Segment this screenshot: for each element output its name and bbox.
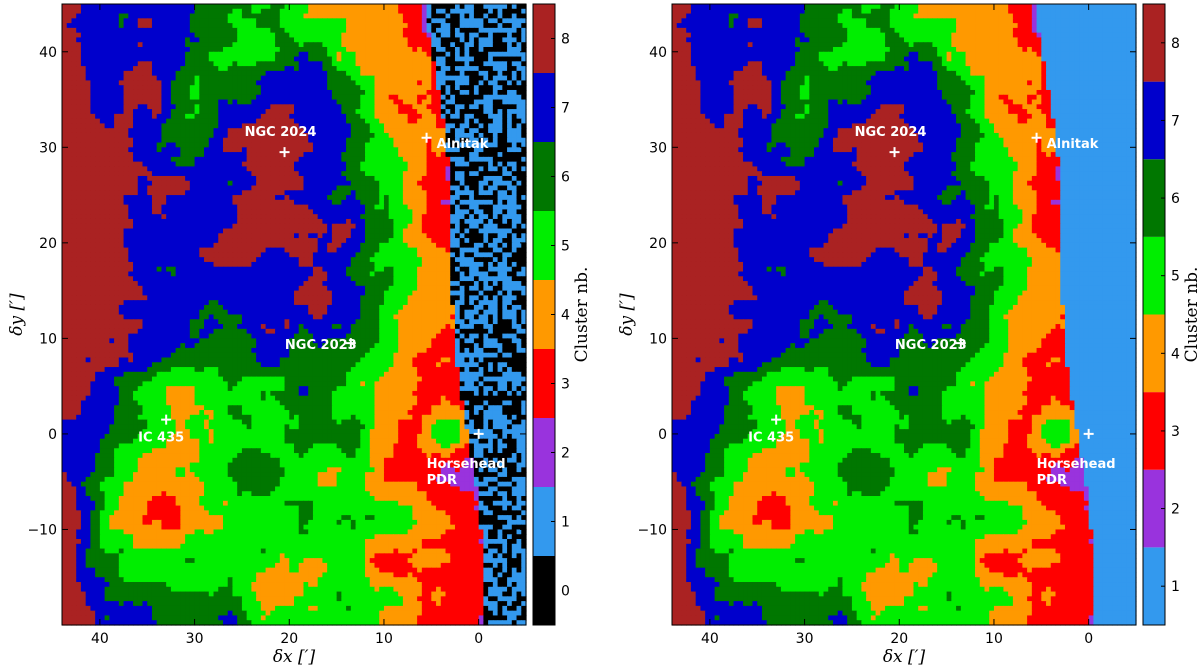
x-tick-label: 30 bbox=[186, 631, 204, 647]
colorbar-tick-label: 3 bbox=[1171, 424, 1180, 440]
y-tick-label: 30 bbox=[39, 140, 57, 156]
colorbar-tick-label: 2 bbox=[1171, 502, 1180, 518]
x-tick-label: 0 bbox=[1084, 631, 1093, 647]
colorbar-tick-label: 4 bbox=[1171, 346, 1180, 362]
cluster-map-left bbox=[62, 4, 527, 626]
y-tick-label: 10 bbox=[649, 331, 667, 347]
colorbar-tick-label: 1 bbox=[1171, 579, 1180, 595]
colorbar-tick-label: 8 bbox=[561, 32, 570, 48]
colorbar-tick-label: 2 bbox=[561, 446, 570, 462]
y-tick-label: 10 bbox=[39, 331, 57, 347]
colorbar-tick-label: 6 bbox=[1171, 191, 1180, 207]
colorbar-tick-label: 5 bbox=[1171, 269, 1180, 285]
colorbar-tick-label: 6 bbox=[561, 170, 570, 186]
colorbar-tick-label: 1 bbox=[561, 515, 570, 531]
annotation-label: NGC 2023 bbox=[895, 338, 967, 353]
annotation-label: IC 435 bbox=[748, 431, 794, 446]
annotation-label: PDR bbox=[427, 473, 457, 488]
x-axis-label: δx [′] bbox=[273, 647, 316, 667]
y-tick-label: 20 bbox=[649, 236, 667, 252]
annotation-label: NGC 2024 bbox=[855, 125, 927, 140]
colorbar-tick-label: 7 bbox=[561, 101, 570, 117]
annotation-label: Horsehead bbox=[427, 457, 506, 472]
colorbar-tick-label: 4 bbox=[561, 308, 570, 324]
y-tick-label: 0 bbox=[658, 427, 667, 443]
x-tick-label: 10 bbox=[375, 631, 393, 647]
x-tick-label: 20 bbox=[280, 631, 298, 647]
y-axis-label: δy [′] bbox=[617, 293, 637, 336]
annotation-label: Horsehead bbox=[1037, 457, 1116, 472]
x-axis-label: δx [′] bbox=[883, 647, 926, 667]
colorbar-tick-label: 5 bbox=[561, 239, 570, 255]
colorbar-tick-label: 3 bbox=[561, 377, 570, 393]
x-tick-label: 10 bbox=[985, 631, 1003, 647]
y-tick-label: 30 bbox=[649, 140, 667, 156]
colorbar-tick-label: 7 bbox=[1171, 113, 1180, 129]
y-tick-label: 40 bbox=[39, 45, 57, 61]
y-tick-label: 20 bbox=[39, 236, 57, 252]
y-tick-label: 0 bbox=[48, 427, 57, 443]
annotation-label: NGC 2024 bbox=[245, 125, 317, 140]
annotation-label: Alnitak bbox=[437, 137, 489, 152]
x-tick-label: 40 bbox=[701, 631, 719, 647]
y-tick-label: −10 bbox=[637, 522, 667, 538]
x-tick-label: 30 bbox=[796, 631, 814, 647]
annotation-label: IC 435 bbox=[138, 431, 184, 446]
y-tick-label: −10 bbox=[27, 522, 57, 538]
x-tick-label: 0 bbox=[474, 631, 483, 647]
annotation-label: PDR bbox=[1037, 473, 1067, 488]
colorbar-tick-label: 0 bbox=[561, 584, 570, 600]
x-tick-label: 40 bbox=[91, 631, 109, 647]
annotation-label: NGC 2023 bbox=[285, 338, 357, 353]
y-tick-label: 40 bbox=[649, 45, 667, 61]
annotation-label: Alnitak bbox=[1047, 137, 1099, 152]
colorbar-label: Cluster nb. bbox=[572, 267, 592, 363]
colorbar-tick-label: 8 bbox=[1171, 36, 1180, 52]
y-axis-label: δy [′] bbox=[7, 293, 27, 336]
colorbar-label: Cluster nb. bbox=[1182, 267, 1200, 363]
cluster-map-right bbox=[672, 4, 1137, 626]
x-tick-label: 20 bbox=[890, 631, 908, 647]
